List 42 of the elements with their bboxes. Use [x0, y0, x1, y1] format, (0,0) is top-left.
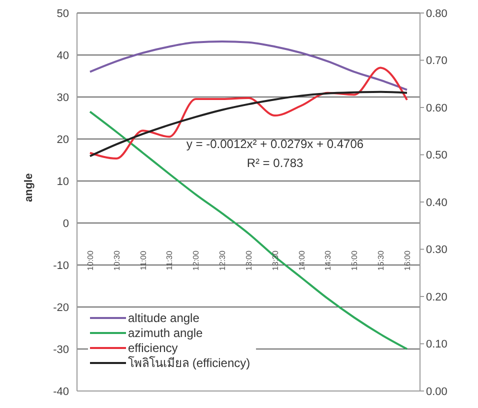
y2-tick-label: 0.00 [426, 386, 448, 398]
x-tick-label: 11:30 [165, 250, 174, 270]
x-tick-label: 15:30 [376, 250, 386, 271]
x-tick-label: 10:00 [86, 250, 95, 271]
x-tick-label: 15:00 [350, 250, 360, 271]
y-axis-title: angle [22, 173, 35, 202]
y2-tick-label: 0.50 [426, 150, 448, 162]
legend-label: efficiency [128, 340, 178, 354]
y2-tick-label: 0.80 [426, 8, 448, 20]
legend-label: altitude angle [128, 310, 200, 324]
y2-tick-label: 0.10 [426, 338, 448, 351]
y-tick-label: -30 [53, 344, 69, 356]
y-tick-label: 30 [56, 92, 69, 104]
y-tick-label: -20 [53, 302, 69, 314]
y-tick-label: 40 [56, 50, 69, 62]
y-tick-label: 50 [56, 8, 69, 20]
legend-label: azimuth angle [128, 326, 203, 340]
y2-tick-label: 0.20 [426, 291, 448, 304]
x-tick-label: 11:00 [138, 250, 148, 270]
x-tick-label: 12:00 [192, 250, 201, 271]
line-series [89, 66, 408, 160]
y-tick-label: -10 [53, 260, 69, 272]
x-tick-label: 16:00 [403, 250, 412, 271]
y-tick-label: 20 [56, 134, 69, 146]
annotation: R² = 0.783 [246, 156, 304, 170]
y-tick-label: -40 [53, 386, 69, 398]
line-series [89, 90, 408, 158]
x-tick-label: 14:30 [324, 250, 333, 271]
y-tick-label: 0 [62, 218, 69, 230]
x-tick-label: 12:30 [218, 250, 228, 271]
x-tick-label: 14:00 [297, 250, 306, 271]
y2-tick-label: 0.30 [426, 244, 448, 256]
annotation: y = -0.0012x² + 0.0279x + 0.4706 [185, 137, 365, 151]
line-series [89, 40, 408, 91]
y2-tick-label: 0.40 [426, 196, 448, 209]
x-tick-label: 10:30 [112, 250, 122, 271]
y2-tick-label: 0.60 [426, 102, 448, 114]
y2-tick-label: 0.70 [426, 55, 448, 68]
legend-label: โพลิโนเมียล (efficiency) [128, 355, 250, 372]
x-tick-label: 13:30 [270, 250, 280, 271]
y-tick-label: 10 [56, 176, 69, 188]
x-tick-label: 13:00 [244, 250, 254, 271]
